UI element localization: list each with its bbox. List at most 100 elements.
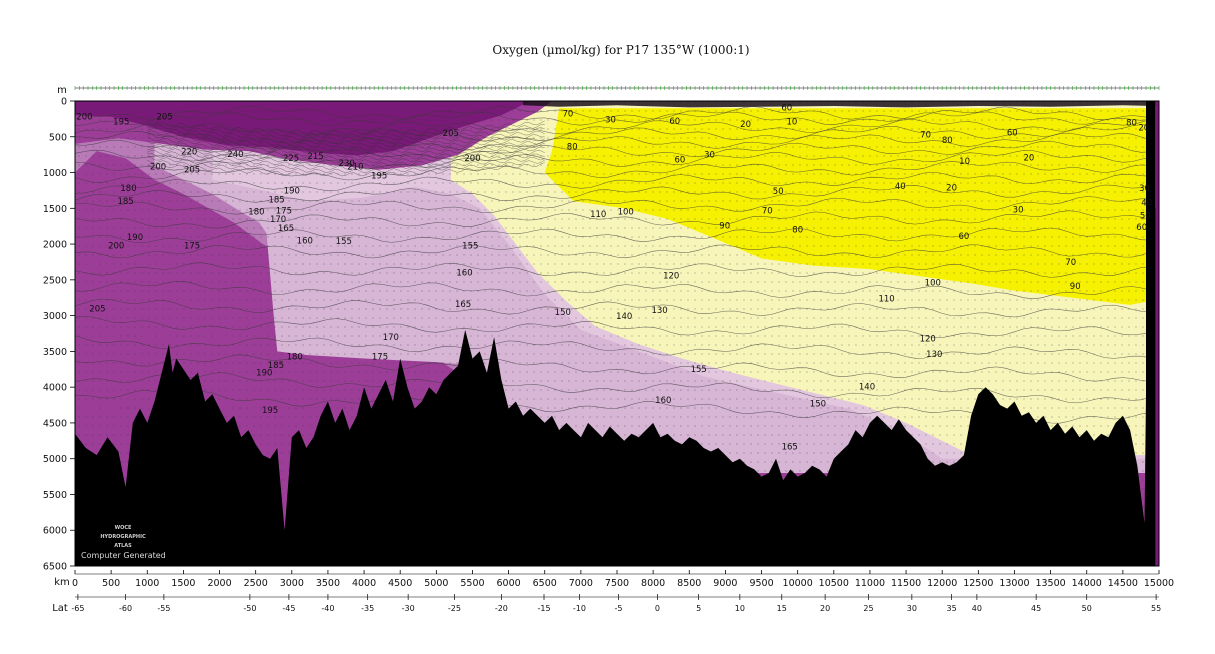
contour-line — [75, 227, 1160, 244]
lat-tick-label: 45 — [1031, 604, 1041, 613]
contour-line — [147, 155, 545, 170]
y-tick-label: 2000 — [43, 240, 67, 251]
chart-title: Oxygen (µmol/kg) for P17 135°W (1000:1) — [492, 43, 749, 57]
contour-line — [74, 124, 1160, 143]
contour-label: 60 — [674, 156, 685, 166]
contour-label: 30 — [1013, 206, 1024, 216]
x-tick-label: 3500 — [316, 578, 340, 589]
x-tick-label: 2500 — [244, 578, 268, 589]
x-tick-label: 11500 — [891, 578, 921, 589]
contour-label: 150 — [810, 400, 826, 410]
x-tick-label: 12000 — [927, 578, 957, 589]
contour-line — [147, 150, 545, 164]
lat-tick-label: 0 — [655, 604, 660, 613]
contour-label: 90 — [719, 221, 730, 231]
contour-label: 180 — [120, 184, 136, 194]
contour-line — [74, 183, 1160, 203]
contour-line — [74, 111, 1160, 126]
y-tick-label: 6500 — [43, 562, 67, 573]
lat-tick-label: -50 — [243, 604, 256, 613]
y-axis-label: m — [57, 85, 67, 96]
lat-tick-label: 5 — [696, 604, 701, 613]
x-tick-label: 2000 — [207, 578, 231, 589]
x-tick-label: 3000 — [280, 578, 304, 589]
contour-label: 120 — [920, 334, 936, 344]
contour-label: 120 — [663, 271, 679, 281]
contour-label: 160 — [456, 269, 472, 279]
contour-label: 240 — [227, 150, 243, 160]
x-tick-label: 9500 — [749, 578, 773, 589]
contour-line — [74, 298, 1160, 318]
computer-generated-note: Computer Generated — [81, 551, 166, 560]
lat-tick-label: -65 — [71, 604, 84, 613]
x-axis-label: km — [54, 577, 70, 588]
contour-line — [147, 136, 545, 151]
contour-label: 200 — [76, 113, 92, 123]
lat-tick-label: -10 — [573, 604, 586, 613]
contour-label: 190 — [284, 186, 300, 196]
lat-tick-label: -40 — [321, 604, 334, 613]
north-wall — [1145, 101, 1156, 566]
contour-label: 175 — [276, 206, 292, 216]
lat-tick-label: -20 — [495, 604, 508, 613]
contour-label: 165 — [455, 300, 471, 310]
contour-label: 10 — [959, 157, 970, 167]
x-tick-label: 4000 — [352, 578, 376, 589]
contour-label: 70 — [1065, 258, 1076, 268]
contour-label: 185 — [117, 197, 133, 207]
x-tick-label: 6500 — [533, 578, 557, 589]
contour-label: 175 — [372, 352, 388, 362]
x-tick-label: 15000 — [1144, 578, 1174, 589]
x-tick-label: 12500 — [963, 578, 993, 589]
contour-label: 90 — [1070, 282, 1081, 292]
x-tick-label: 1000 — [135, 578, 159, 589]
stamp-line-1: WOCE — [115, 525, 132, 531]
contour-label: 60 — [781, 103, 792, 113]
contour-label: 30 — [704, 151, 715, 161]
lat-tick-label: -45 — [282, 604, 295, 613]
bathymetry-seafloor — [75, 208, 1159, 567]
contour-line — [147, 140, 545, 154]
contour-label: 190 — [256, 369, 272, 379]
lat-axis-ticks: -65 -60 -55 -50 -45 -40 -35 -30 -25 -20 -15 -10 -5 0 5… — [71, 594, 1161, 613]
x-tick-label: 10500 — [819, 578, 849, 589]
contour-label: 155 — [336, 237, 352, 247]
contour-label: 175 — [184, 241, 200, 251]
y-tick-label: 0 — [61, 97, 67, 108]
lat-tick-label: -30 — [402, 604, 415, 613]
y-tick-label: 3000 — [43, 311, 67, 322]
contour-label: 155 — [691, 365, 707, 375]
x-tick-label: 8500 — [677, 578, 701, 589]
contour-lines — [74, 105, 1160, 424]
x-axis-ticks: 0 500 1000 1500 2000 2500 3000 3500 4000 4500 5000… — [72, 570, 1174, 589]
contour-line — [74, 117, 1160, 136]
contour-label: 200 — [108, 241, 124, 251]
contour-label: 80 — [942, 136, 953, 146]
y-tick-label: 2500 — [43, 275, 67, 286]
contour-line — [74, 262, 1160, 278]
contour-label: 20 — [946, 183, 957, 193]
lat-tick-label: 20 — [820, 604, 830, 613]
contour-line — [147, 153, 545, 167]
contour-label: 60 — [1007, 128, 1018, 138]
contour-label: 190 — [127, 233, 143, 243]
y-tick-label: 5000 — [43, 454, 67, 465]
x-tick-label: 5000 — [424, 578, 448, 589]
lat-tick-label: -35 — [361, 604, 374, 613]
contour-label: 100 — [925, 279, 941, 289]
contour-label: 165 — [278, 224, 294, 234]
contour-label: 70 — [920, 131, 931, 141]
contour-label: 30 — [605, 116, 616, 126]
lat-tick-label: 30 — [907, 604, 917, 613]
x-tick-label: 1500 — [171, 578, 195, 589]
contour-line — [74, 132, 1160, 153]
contour-label: 100 — [618, 208, 634, 218]
x-tick-label: 10000 — [783, 578, 813, 589]
contour-line — [74, 354, 1160, 382]
contour-label: 60 — [1136, 223, 1147, 233]
lat-tick-label: 15 — [777, 604, 787, 613]
contour-label: 150 — [555, 308, 571, 318]
contour-label: 40 — [1141, 198, 1152, 208]
